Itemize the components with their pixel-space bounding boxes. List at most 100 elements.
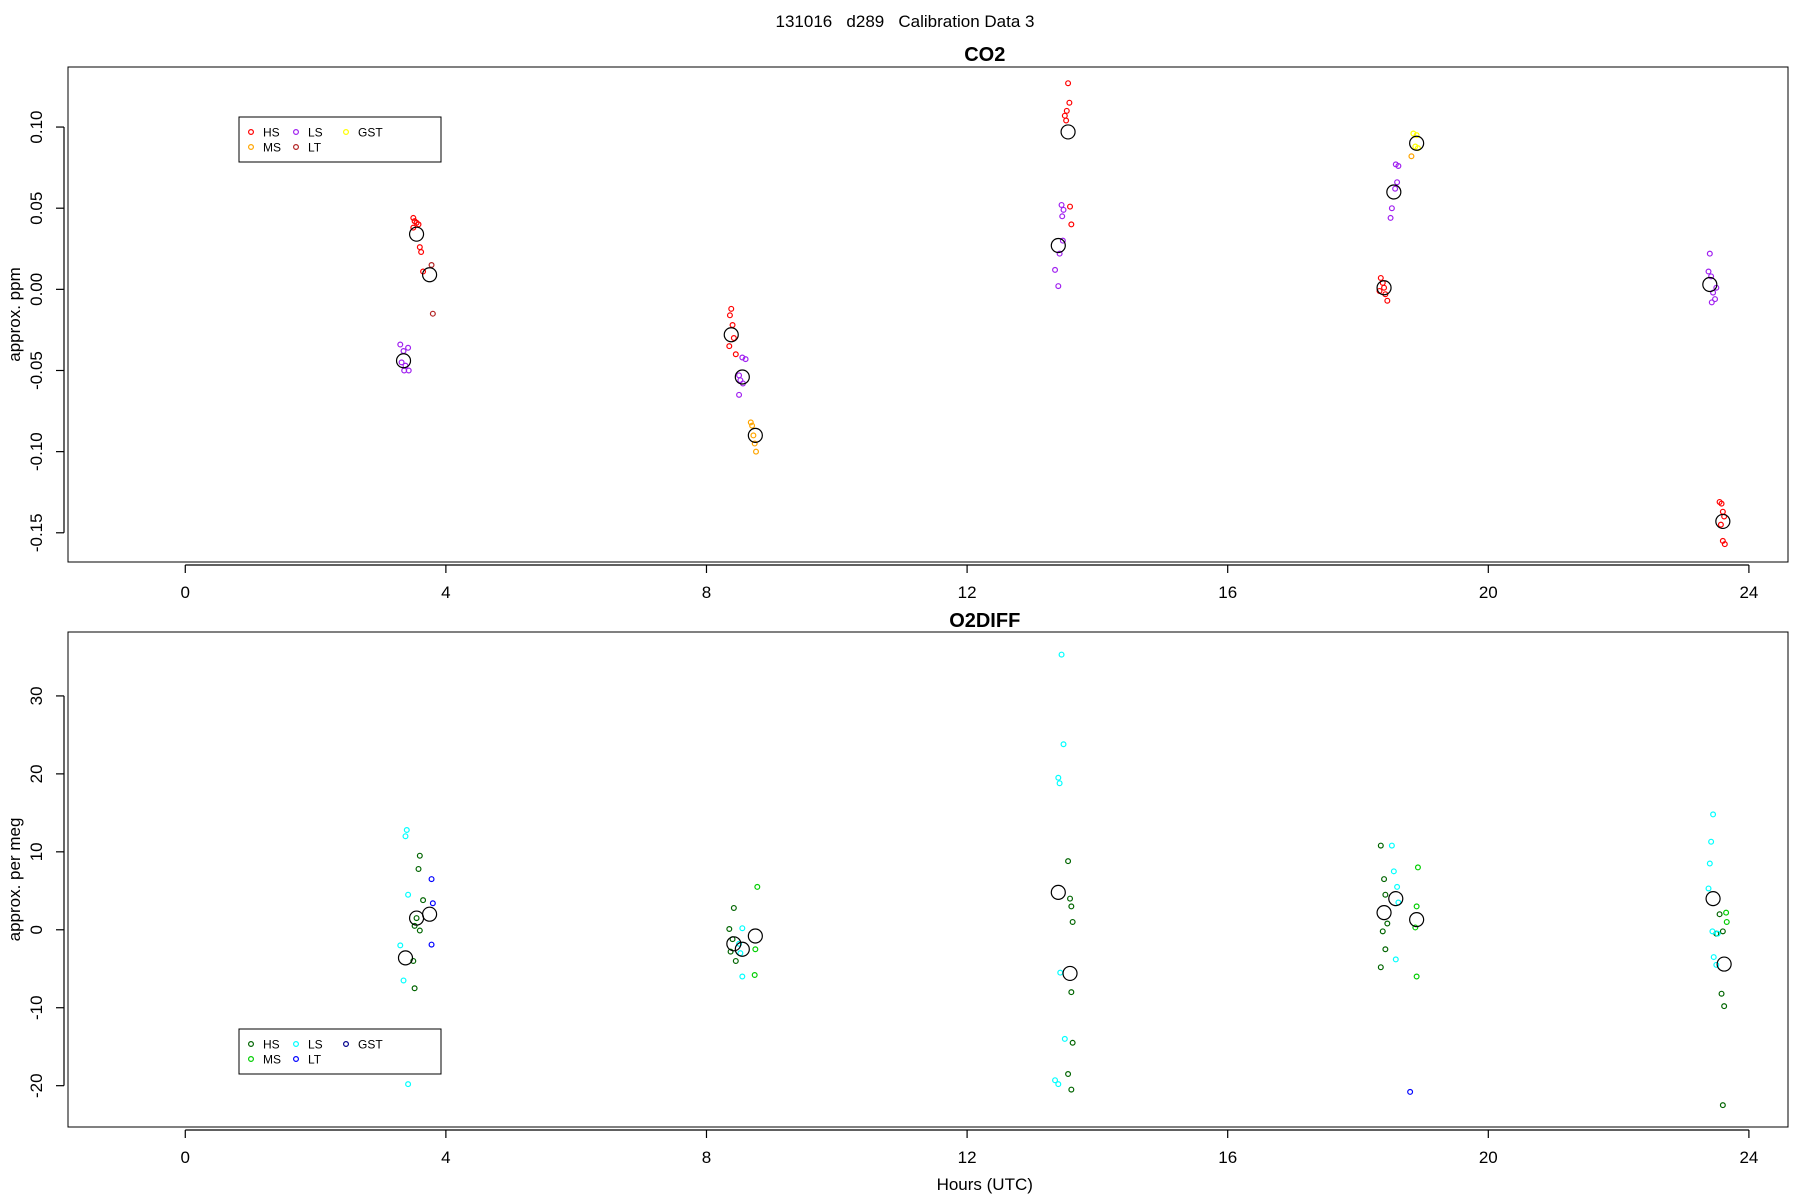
co2-data-point <box>742 356 749 363</box>
o2diff-data-point <box>1068 989 1075 996</box>
co2-data-point <box>749 422 756 429</box>
o2diff-data-point <box>739 925 746 932</box>
o2diff-data-point <box>1394 883 1401 890</box>
o2diff-data-point <box>1055 774 1062 781</box>
o2diff-y-tick-label: 0 <box>27 925 46 934</box>
o2diff-data-point <box>1414 864 1421 871</box>
co2-data-point <box>1719 508 1726 515</box>
o2diff-data-point <box>1382 891 1389 898</box>
co2-data-point <box>405 367 412 374</box>
co2-mean-marker <box>1715 513 1731 530</box>
co2-mean-marker <box>1409 135 1425 151</box>
co2-data-point <box>732 351 739 358</box>
o2diff-data-point <box>1413 903 1420 910</box>
o2diff-data-point <box>1068 1086 1075 1093</box>
o2diff-data-point <box>428 876 435 883</box>
co2-mean-marker <box>1386 184 1402 200</box>
co2-data-point <box>1410 130 1417 137</box>
co2-data-point <box>410 214 417 221</box>
o2diff-data-point <box>405 1081 412 1088</box>
o2diff-mean-marker <box>1705 890 1721 907</box>
co2-y-tick-label: 0.00 <box>27 273 46 306</box>
co2-data-point <box>1377 274 1384 281</box>
o2diff-data-point <box>726 925 733 932</box>
co2-data-point <box>1413 132 1420 139</box>
o2diff-x-tick-label: 4 <box>441 1148 450 1167</box>
co2-mean-marker <box>747 427 763 444</box>
o2diff-data-point <box>413 915 420 922</box>
o2diff-y-tick-label: -10 <box>27 995 46 1020</box>
co2-data-point <box>1388 205 1395 212</box>
co2-data-point <box>736 391 743 398</box>
co2-data-point <box>405 344 412 351</box>
o2diff-data-point <box>1061 1035 1068 1042</box>
o2diff-data-point <box>1058 651 1065 658</box>
co2-legend-label: LT <box>308 141 322 155</box>
o2diff-data-point <box>1382 946 1389 953</box>
co2-y-tick-label: -0.15 <box>27 513 46 552</box>
o2diff-mean-marker <box>1062 965 1078 982</box>
co2-data-point <box>1052 266 1059 273</box>
o2diff-mean-marker <box>747 928 763 944</box>
co2-legend-label: GST <box>358 126 383 140</box>
co2-data-point <box>1395 163 1402 170</box>
co2-data-point <box>1381 284 1388 291</box>
o2diff-data-point <box>410 957 417 964</box>
o2diff-data-point <box>1381 876 1388 883</box>
o2diff-data-point <box>1412 924 1419 931</box>
co2-x-tick-label: 8 <box>702 583 711 602</box>
o2diff-data-point <box>1055 1081 1062 1088</box>
co2-data-point <box>1705 268 1712 275</box>
o2diff-data-point <box>1065 858 1072 865</box>
o2diff-data-point <box>727 948 734 955</box>
co2-mean-marker <box>734 369 750 385</box>
co2-data-point <box>1712 296 1719 303</box>
co2-data-point <box>726 343 733 350</box>
co2-mean-marker <box>1060 124 1076 140</box>
o2diff-legend-box <box>238 1028 442 1075</box>
co2-data-point <box>1706 250 1713 257</box>
co2-y-tick-label: -0.10 <box>27 432 46 471</box>
o2diff-data-point <box>1716 911 1723 918</box>
co2-data-point <box>726 312 733 319</box>
o2diff-data-point <box>1413 973 1420 980</box>
o2diff-data-point <box>1713 961 1720 968</box>
co2-data-point <box>1063 117 1070 124</box>
o2diff-x-tick-label: 24 <box>1739 1148 1758 1167</box>
co2-mean-marker <box>408 226 425 242</box>
co2-data-point <box>1056 250 1063 257</box>
co2-x-tick-label: 4 <box>441 583 450 602</box>
co2-data-point <box>750 432 757 439</box>
co2-data-point <box>418 249 425 256</box>
o2diff-data-point <box>1718 990 1725 997</box>
co2-data-point <box>729 322 736 329</box>
co2-data-point <box>398 359 405 366</box>
co2-legend-swatch <box>248 144 255 151</box>
o2diff-y-axis-label: approx. per meg <box>5 818 24 942</box>
o2diff-legend-swatch <box>343 1040 350 1047</box>
o2diff-data-point <box>752 946 759 953</box>
co2-y-tick-label: 0.05 <box>27 192 46 225</box>
o2diff-mean-marker <box>397 950 414 966</box>
o2diff-legend-swatch <box>248 1040 255 1047</box>
o2diff-data-point <box>411 922 418 929</box>
co2-data-point <box>1068 221 1075 228</box>
o2diff-y-tick-label: 20 <box>27 764 46 783</box>
o2diff-data-point <box>1706 860 1713 867</box>
co2-data-point <box>1708 273 1715 280</box>
o2diff-y-tick-label: -20 <box>27 1073 46 1098</box>
o2diff-legend-swatch <box>248 1055 255 1062</box>
o2diff-data-point <box>1388 842 1395 849</box>
co2-legend-label: LS <box>308 126 323 140</box>
co2-data-point <box>739 354 746 361</box>
o2diff-legend: HS LS GST MS LT <box>238 1028 442 1075</box>
co2-legend-label: MS <box>263 141 281 155</box>
co2-data-point <box>1065 80 1072 87</box>
o2diff-data-point <box>1069 1039 1076 1046</box>
o2diff-data-point <box>1723 918 1730 925</box>
o2diff-x-tick-label: 12 <box>958 1148 977 1167</box>
o2diff-data-point <box>400 977 407 984</box>
co2-mean-marker <box>1050 237 1066 254</box>
o2diff-legend-swatch <box>293 1055 300 1062</box>
